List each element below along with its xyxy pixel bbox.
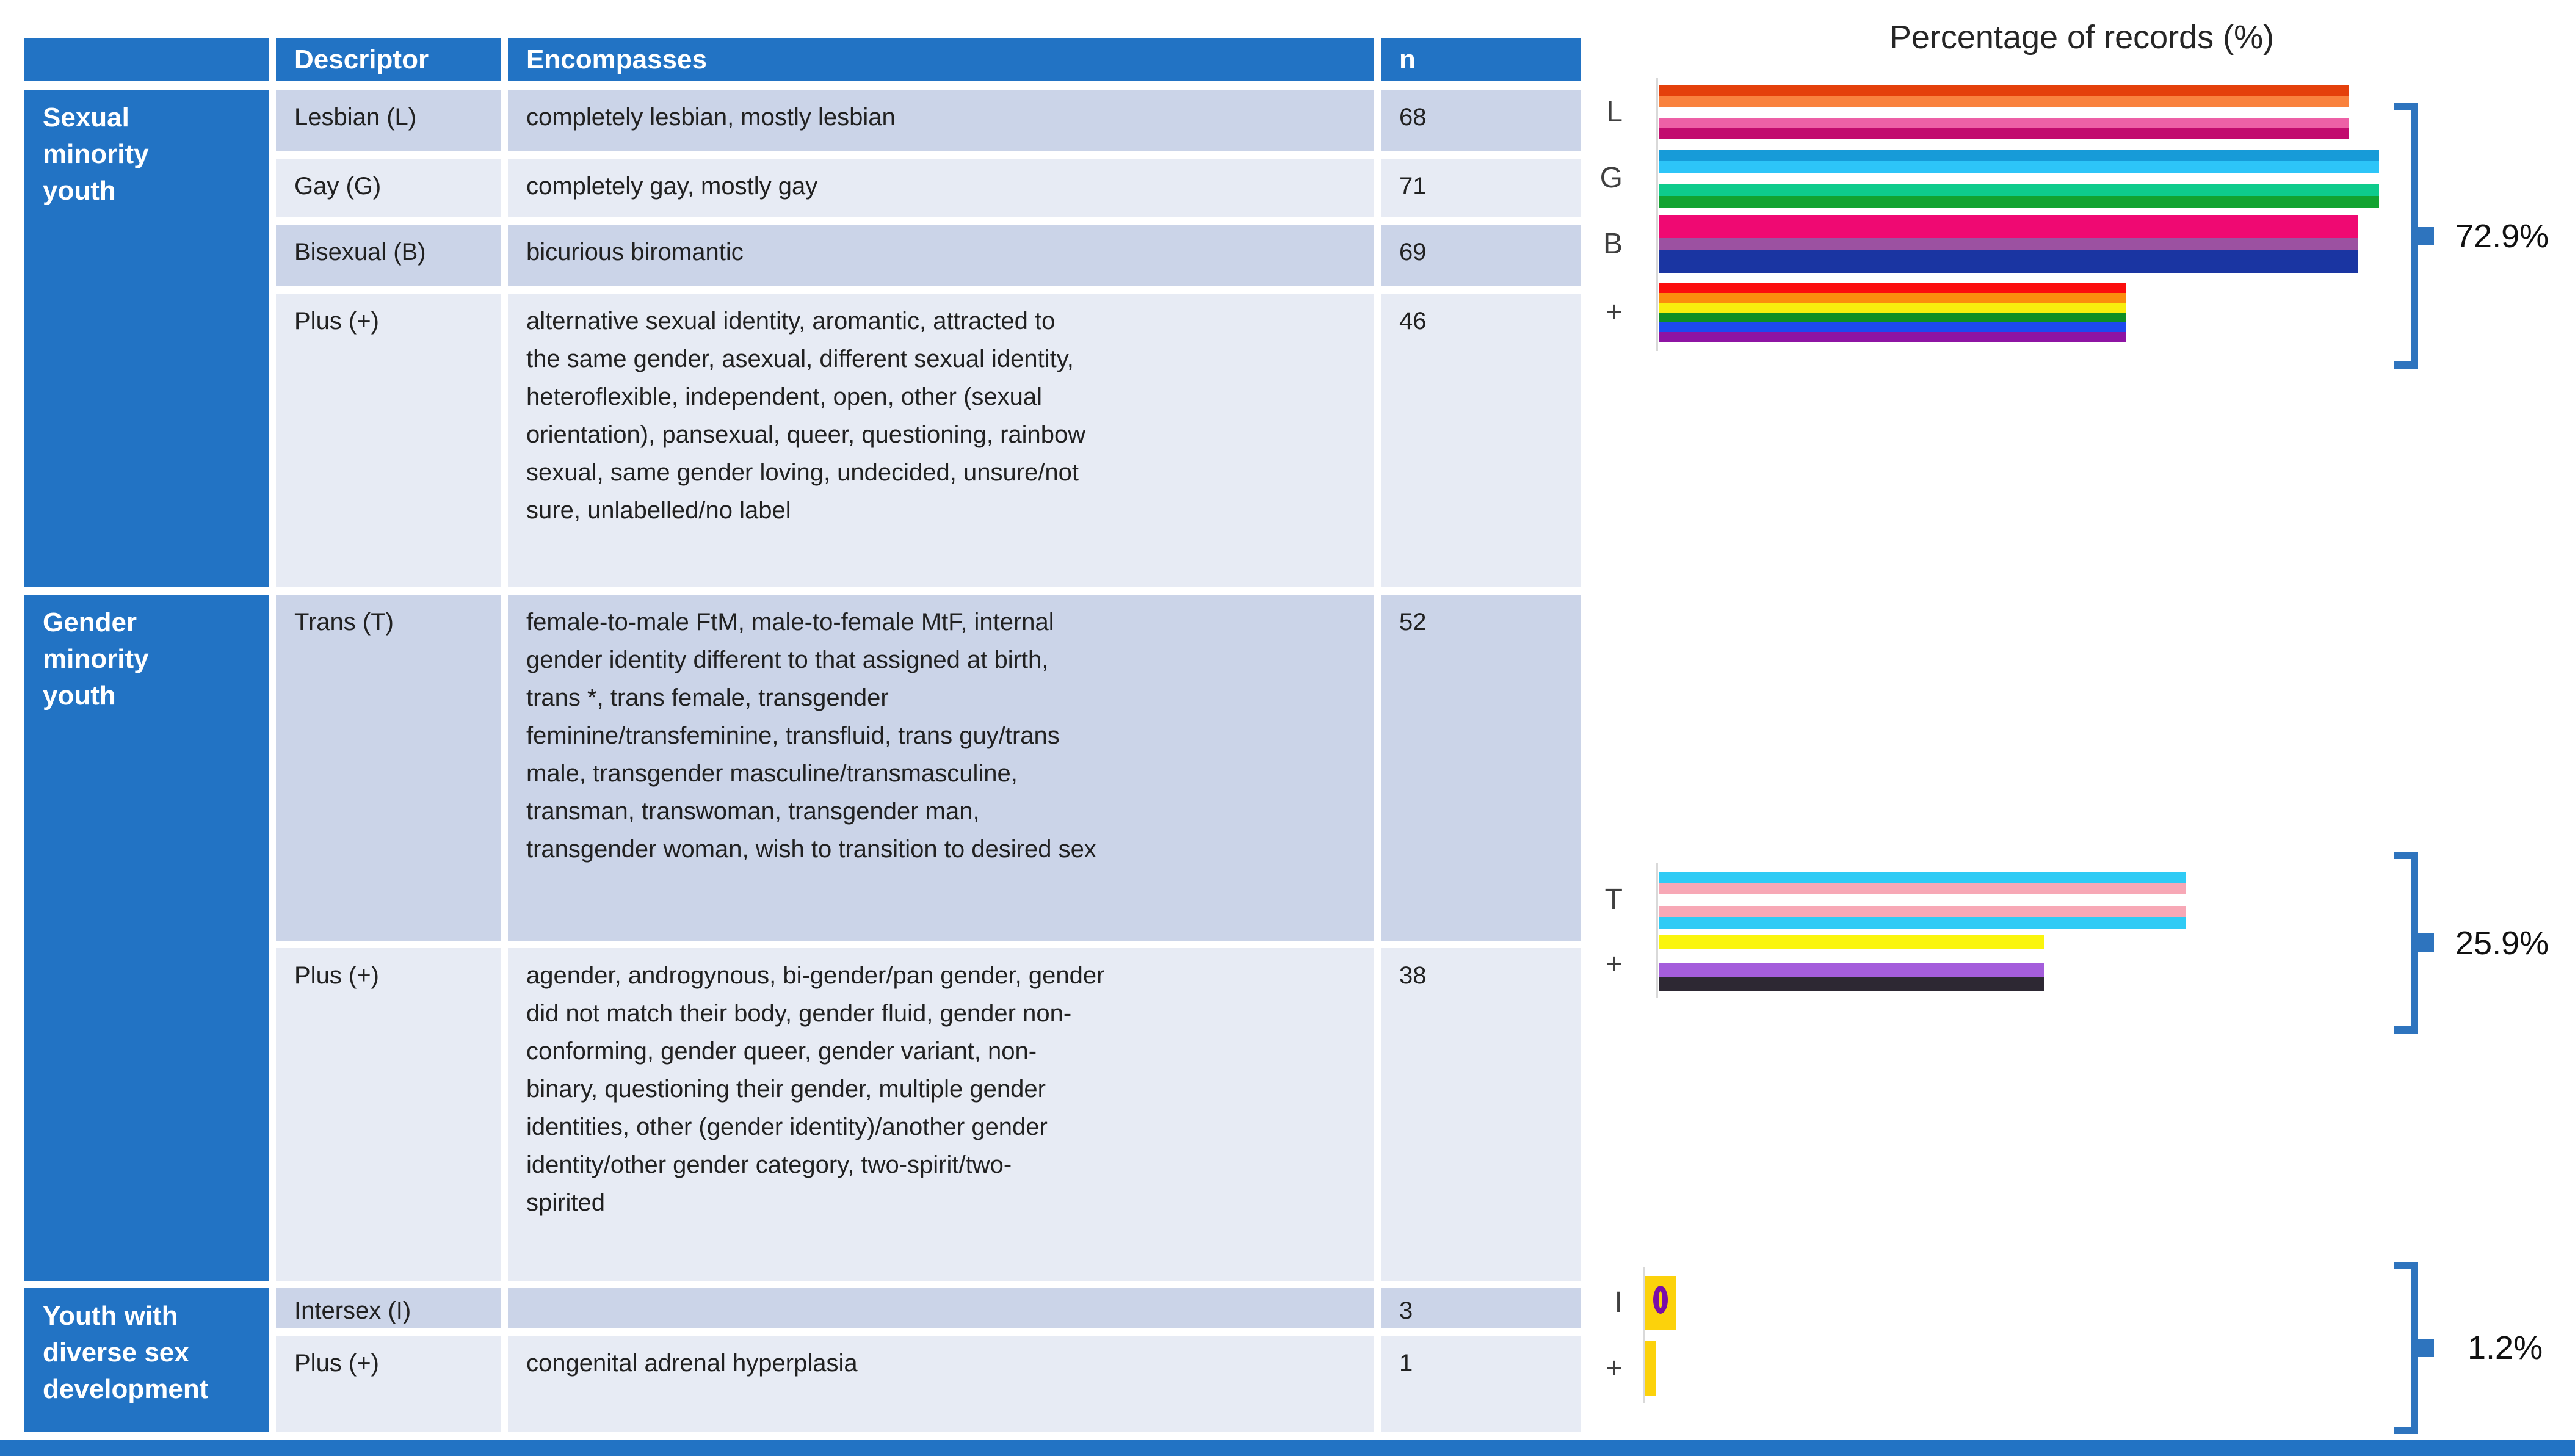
flag-stripe bbox=[1659, 917, 2186, 929]
bar-bisexual-flag bbox=[1659, 215, 2358, 273]
row-intersex-encompasses bbox=[508, 1288, 1374, 1328]
header-descriptor: Descriptor bbox=[276, 38, 501, 81]
chart-title: Percentage of records (%) bbox=[1889, 19, 2275, 56]
row-plus-gender-encompasses: agender, androgynous, bi-gender/pan gend… bbox=[508, 948, 1374, 1281]
row-gay-n: 71 bbox=[1381, 159, 1581, 217]
bracket-intersex bbox=[2411, 1262, 2418, 1434]
bar-label-plus-sexual: + bbox=[1605, 296, 1623, 328]
flag-stripe bbox=[1659, 322, 2126, 332]
flag-stripe bbox=[1659, 283, 2126, 293]
bar-rainbow-flag bbox=[1659, 283, 2126, 342]
group-sexual-minority-youth: Sexual minority youth bbox=[24, 90, 269, 587]
row-trans-n: 52 bbox=[1381, 595, 1581, 941]
row-plus-sexual-descriptor: Plus (+) bbox=[276, 294, 501, 587]
bottom-blue-strip bbox=[0, 1440, 2575, 1456]
row-plus-sexual-encompasses: alternative sexual identity, aromantic, … bbox=[508, 294, 1374, 587]
flag-stripe bbox=[1659, 949, 2044, 963]
bracket-sexual-pointer bbox=[2418, 227, 2434, 245]
intersex-circle-icon bbox=[1653, 1286, 1668, 1314]
header-group-cell bbox=[24, 38, 269, 81]
percent-sexual-minority: 72.9% bbox=[2455, 218, 2549, 255]
chart-axis-sexual bbox=[1656, 78, 1658, 351]
flag-stripe bbox=[1645, 1341, 1656, 1396]
flag-stripe bbox=[1659, 313, 2126, 322]
row-intersex-n: 3 bbox=[1381, 1288, 1581, 1328]
bar-transgender-flag bbox=[1659, 872, 2186, 929]
flag-stripe bbox=[1659, 935, 2044, 949]
row-lesbian-descriptor: Lesbian (L) bbox=[276, 90, 501, 151]
bar-intersex-plus bbox=[1645, 1341, 1656, 1396]
header-encompasses: Encompasses bbox=[508, 38, 1374, 81]
chart-axis-intersex bbox=[1643, 1267, 1645, 1403]
row-bisexual-n: 69 bbox=[1381, 225, 1581, 286]
bar-label-I: I bbox=[1614, 1286, 1623, 1319]
flag-stripe bbox=[1659, 250, 2358, 273]
bar-lesbian-flag bbox=[1659, 85, 2349, 139]
bracket-gender-bottom-cap bbox=[2394, 1026, 2413, 1034]
bar-label-G: G bbox=[1599, 162, 1623, 194]
row-trans-encompasses: female-to-male FtM, male-to-female MtF, … bbox=[508, 595, 1374, 941]
bar-label-L: L bbox=[1606, 96, 1623, 128]
row-bisexual-encompasses: bicurious biromantic bbox=[508, 225, 1374, 286]
flag-stripe bbox=[1659, 107, 2349, 118]
bracket-sexual-top-cap bbox=[2394, 103, 2413, 110]
flag-stripe bbox=[1659, 184, 2379, 196]
percent-gender-minority: 25.9% bbox=[2455, 925, 2549, 962]
bar-label-plus-intersex: + bbox=[1605, 1352, 1623, 1385]
bracket-sexual-minority bbox=[2411, 103, 2418, 369]
bar-intersex-flag bbox=[1645, 1276, 1676, 1330]
bracket-sexual-bottom-cap bbox=[2394, 361, 2413, 369]
group-gender-minority-youth: Gender minority youth bbox=[24, 595, 269, 1281]
row-plus-intersex-encompasses: congenital adrenal hyperplasia bbox=[508, 1336, 1374, 1432]
bracket-gender-pointer bbox=[2418, 933, 2434, 952]
bracket-gender-minority bbox=[2411, 852, 2418, 1034]
flag-stripe bbox=[1659, 238, 2358, 250]
row-intersex-descriptor: Intersex (I) bbox=[276, 1288, 501, 1328]
flag-stripe bbox=[1659, 872, 2186, 883]
flag-stripe bbox=[1659, 977, 2044, 991]
header-n: n bbox=[1381, 38, 1581, 81]
bar-label-T: T bbox=[1604, 883, 1623, 916]
flag-stripe bbox=[1659, 85, 2349, 96]
row-plus-gender-descriptor: Plus (+) bbox=[276, 948, 501, 1281]
flag-stripe bbox=[1659, 150, 2379, 161]
row-lesbian-n: 68 bbox=[1381, 90, 1581, 151]
flag-stripe bbox=[1659, 332, 2126, 342]
flag-stripe bbox=[1659, 117, 2349, 129]
row-bisexual-descriptor: Bisexual (B) bbox=[276, 225, 501, 286]
flag-stripe bbox=[1659, 303, 2126, 313]
bar-label-B: B bbox=[1603, 228, 1623, 260]
row-gay-encompasses: completely gay, mostly gay bbox=[508, 159, 1374, 217]
row-plus-sexual-n: 46 bbox=[1381, 294, 1581, 587]
flag-stripe bbox=[1659, 128, 2349, 139]
row-plus-intersex-n: 1 bbox=[1381, 1336, 1581, 1432]
row-trans-descriptor: Trans (T) bbox=[276, 595, 501, 941]
bar-non-binary-flag bbox=[1659, 935, 2044, 991]
row-gay-descriptor: Gay (G) bbox=[276, 159, 501, 217]
flag-stripe bbox=[1659, 963, 2044, 977]
flag-stripe bbox=[1659, 883, 2186, 895]
row-plus-intersex-descriptor: Plus (+) bbox=[276, 1336, 501, 1432]
flag-stripe bbox=[1659, 196, 2379, 208]
bracket-intersex-top-cap bbox=[2394, 1262, 2413, 1269]
flag-stripe bbox=[1659, 96, 2349, 107]
flag-stripe bbox=[1659, 215, 2358, 238]
flag-stripe bbox=[1659, 161, 2379, 173]
bracket-gender-top-cap bbox=[2394, 852, 2413, 859]
flag-stripe bbox=[1659, 905, 2186, 918]
flag-stripe bbox=[1659, 293, 2126, 303]
bar-gay-men-flag bbox=[1659, 150, 2379, 208]
bracket-intersex-pointer bbox=[2418, 1339, 2434, 1357]
row-lesbian-encompasses: completely lesbian, mostly lesbian bbox=[508, 90, 1374, 151]
group-youth-diverse-sex-development: Youth with diverse sex development bbox=[24, 1288, 269, 1432]
percent-intersex: 1.2% bbox=[2468, 1330, 2543, 1366]
flag-stripe bbox=[1659, 894, 2186, 906]
row-plus-gender-n: 38 bbox=[1381, 948, 1581, 1281]
chart-axis-gender bbox=[1656, 863, 1658, 998]
bar-label-plus-gender: + bbox=[1605, 948, 1623, 980]
flag-stripe bbox=[1659, 173, 2379, 184]
bracket-intersex-bottom-cap bbox=[2394, 1427, 2413, 1434]
